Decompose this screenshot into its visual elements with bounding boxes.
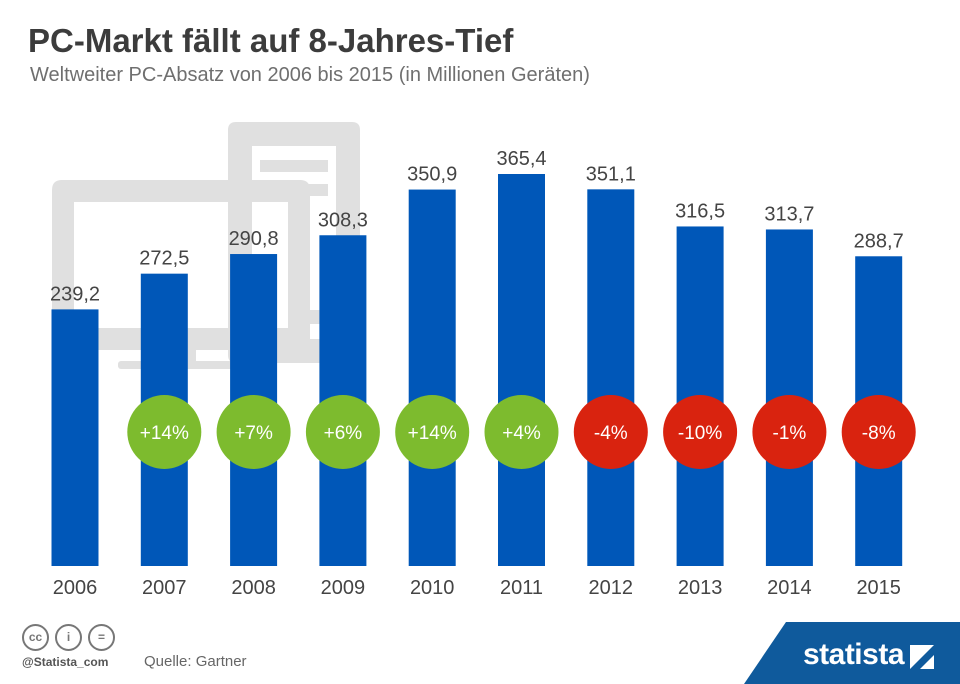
- change-badge-label: +4%: [502, 423, 541, 444]
- value-label: 308,3: [318, 209, 368, 231]
- x-axis-label: 2014: [767, 577, 812, 599]
- value-label: 316,5: [675, 200, 725, 222]
- chart-subtitle: Weltweiter PC-Absatz von 2006 bis 2015 (…: [30, 64, 590, 86]
- brand-band: [744, 622, 960, 684]
- change-badge: [484, 395, 559, 469]
- change-badge-label: -1%: [773, 423, 807, 444]
- change-badge-label: +14%: [408, 423, 457, 444]
- statista-logo-text[interactable]: statista: [802, 638, 905, 671]
- x-axis-label: 2006: [53, 577, 98, 599]
- change-badge: [573, 395, 648, 469]
- value-label: 313,7: [764, 203, 814, 225]
- cc-icon: cc: [22, 624, 49, 651]
- pc-tower-slot: [260, 160, 328, 172]
- value-label: 350,9: [407, 164, 457, 186]
- bar-2006: [51, 309, 99, 566]
- x-axis-label: 2012: [589, 577, 634, 599]
- change-badge: [305, 395, 380, 469]
- value-label: 239,2: [50, 283, 100, 305]
- chart-title: PC-Markt fällt auf 8-Jahres-Tief: [28, 22, 514, 59]
- brand-band-shape: [744, 622, 960, 684]
- value-label: 290,8: [229, 228, 279, 250]
- statista-logo-icon: [910, 645, 934, 669]
- change-badge: [127, 395, 202, 469]
- bars-group: [51, 174, 903, 567]
- change-badge-label: +7%: [234, 423, 273, 444]
- x-axis-label: 2015: [856, 577, 901, 599]
- change-badge-label: +14%: [140, 423, 189, 444]
- statista-handle: @Statista_com: [22, 655, 109, 669]
- bar-2011: [498, 174, 545, 566]
- x-axis-label: 2009: [321, 577, 366, 599]
- change-badges-group: +14% +7% +6% +14% +4% -4% -10% -1% -8%: [127, 395, 916, 469]
- value-label: 351,1: [586, 163, 636, 185]
- source-note: Quelle: Gartner: [144, 653, 247, 670]
- change-badge-label: +6%: [324, 423, 363, 444]
- x-axis-labels-group: 2006 2007 2008 2009 2010 2011 2012 2013 2014 2015: [53, 577, 901, 599]
- no-derivatives-icon: =: [88, 624, 115, 651]
- change-badge: [395, 395, 470, 469]
- x-axis-label: 2011: [500, 577, 543, 599]
- value-label: 288,7: [854, 230, 904, 252]
- change-badge-label: -4%: [594, 423, 628, 444]
- change-badge: [841, 395, 916, 469]
- change-badge-label: -8%: [862, 423, 896, 444]
- change-badge: [216, 395, 291, 469]
- x-axis-label: 2007: [142, 577, 187, 599]
- bar-2012: [587, 189, 635, 566]
- license-icons: cc i =: [22, 624, 121, 651]
- change-badge: [752, 395, 827, 469]
- value-label: 272,5: [139, 248, 189, 270]
- change-badge: [663, 395, 738, 469]
- attribution-icon: i: [55, 624, 82, 651]
- bar-2010: [408, 189, 456, 567]
- change-badge-label: -10%: [678, 423, 722, 444]
- x-axis-label: 2008: [231, 577, 276, 599]
- value-label: 365,4: [496, 148, 546, 170]
- x-axis-label: 2013: [678, 577, 723, 599]
- x-axis-label: 2010: [410, 577, 455, 599]
- value-labels-group: 239,2 272,5 290,8 308,3 350,9 365,4 351,1 316,5…: [50, 148, 904, 305]
